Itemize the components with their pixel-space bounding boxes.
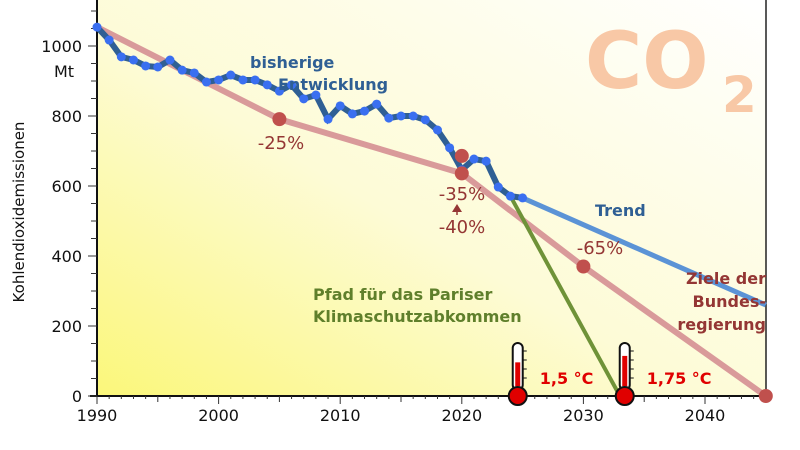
y-tick-label: 0: [72, 387, 82, 406]
history-point: [201, 77, 211, 87]
target-pct-label: -35%: [439, 184, 486, 205]
y-unit-label: Mt: [54, 62, 74, 81]
history-point: [153, 62, 163, 72]
trend-label: Trend: [595, 201, 646, 220]
history-point: [104, 35, 114, 45]
co2-logo-subscript: 2: [722, 66, 757, 124]
history-point: [214, 75, 224, 85]
x-tick-label: 1990: [77, 406, 118, 425]
target-point: [454, 166, 469, 181]
history-point: [177, 65, 187, 75]
history-point: [360, 106, 370, 116]
history-point: [505, 191, 515, 201]
history-point: [116, 52, 126, 62]
arrow-up-icon: [452, 204, 462, 212]
goals-label: regierung: [677, 315, 766, 334]
history-point: [432, 125, 442, 135]
history-point: [493, 182, 503, 192]
target-point: [454, 148, 469, 163]
temperature-label: 1,5 °C: [540, 369, 594, 388]
history-point: [92, 22, 102, 32]
thermometer-fill: [622, 355, 628, 386]
thermometer-fill: [515, 362, 521, 386]
goals-label: Bundes-: [693, 292, 766, 311]
history-point: [384, 113, 394, 123]
history-point: [226, 70, 236, 80]
history-point: [189, 68, 199, 78]
y-tick-label: 1000: [41, 37, 82, 56]
history-point: [408, 111, 418, 121]
paris-label: Pfad für das Pariser: [313, 285, 493, 304]
thermometer-bulb: [614, 386, 635, 406]
history-point: [445, 143, 455, 153]
target-pct-label: -40%: [439, 217, 486, 238]
history-point: [165, 55, 175, 65]
y-tick-label: 400: [51, 247, 82, 266]
history-point: [274, 86, 284, 96]
goals-label: Ziele der: [686, 269, 766, 288]
history-point: [396, 111, 406, 121]
history-point: [372, 99, 382, 109]
history-point: [238, 75, 248, 85]
history-point: [262, 80, 272, 90]
paris-path-line: [508, 195, 622, 397]
x-tick-label: 2030: [563, 406, 604, 425]
history-point: [469, 154, 479, 164]
history-point: [335, 101, 345, 111]
co2-logo: CO: [585, 17, 709, 107]
y-tick-label: 800: [51, 107, 82, 126]
x-tick-label: 2040: [685, 406, 726, 425]
target-point: [758, 389, 773, 403]
history-point: [287, 80, 297, 90]
history-point: [347, 109, 357, 119]
target-pct-label: -25%: [258, 133, 305, 154]
target-point: [576, 259, 591, 274]
history-point: [518, 193, 528, 203]
history-label: Entwicklung: [278, 75, 388, 94]
trend-line: [521, 195, 767, 308]
x-tick-label: 2000: [198, 406, 239, 425]
paris-label: Klimaschutzabkommen: [313, 307, 522, 326]
target-point: [272, 112, 287, 127]
history-point: [420, 115, 430, 125]
history-point: [128, 55, 138, 65]
x-tick-label: 2020: [441, 406, 482, 425]
history-label: bisherige: [250, 53, 335, 72]
plot-background: [97, 0, 766, 396]
target-pct-label: -65%: [577, 238, 624, 259]
thermometer-bulb: [507, 386, 528, 406]
y-axis-label: Kohlendioxidemissionen: [10, 122, 28, 303]
y-tick-label: 200: [51, 317, 82, 336]
history-point: [311, 90, 321, 100]
temperature-label: 1,75 °C: [647, 369, 712, 388]
y-tick-label: 600: [51, 177, 82, 196]
history-point: [250, 75, 260, 85]
x-tick-label: 2010: [320, 406, 361, 425]
history-point: [141, 61, 151, 71]
history-point: [323, 114, 333, 124]
history-point: [299, 94, 309, 104]
history-point: [481, 156, 491, 166]
